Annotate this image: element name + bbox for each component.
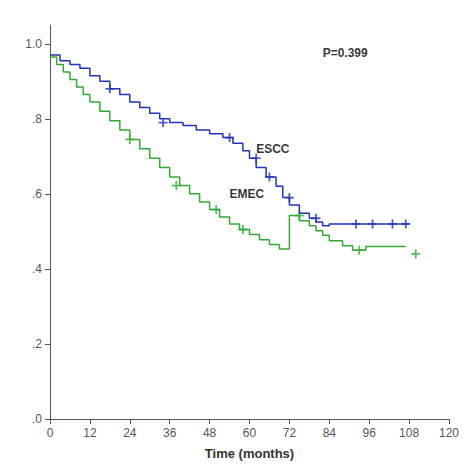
svg-text:96: 96 [363, 426, 377, 440]
svg-text:60: 60 [243, 426, 257, 440]
svg-text:P=0.399: P=0.399 [323, 46, 368, 60]
svg-text:36: 36 [163, 426, 177, 440]
svg-text:ESCC: ESCC [256, 142, 290, 156]
svg-text:84: 84 [323, 426, 337, 440]
svg-text:.6: .6 [32, 187, 42, 201]
svg-text:EMEC: EMEC [230, 187, 265, 201]
svg-text:0: 0 [47, 426, 54, 440]
svg-text:.4: .4 [32, 262, 42, 276]
svg-text:48: 48 [203, 426, 217, 440]
svg-text:24: 24 [123, 426, 137, 440]
svg-text:.8: .8 [32, 112, 42, 126]
svg-text:72: 72 [283, 426, 297, 440]
svg-text:Time (months): Time (months) [205, 446, 294, 461]
svg-text:120: 120 [439, 426, 459, 440]
svg-text:108: 108 [399, 426, 419, 440]
svg-text:.0: .0 [32, 412, 42, 426]
svg-text:1.0: 1.0 [25, 37, 42, 51]
svg-text:.2: .2 [32, 337, 42, 351]
svg-text:12: 12 [83, 426, 97, 440]
